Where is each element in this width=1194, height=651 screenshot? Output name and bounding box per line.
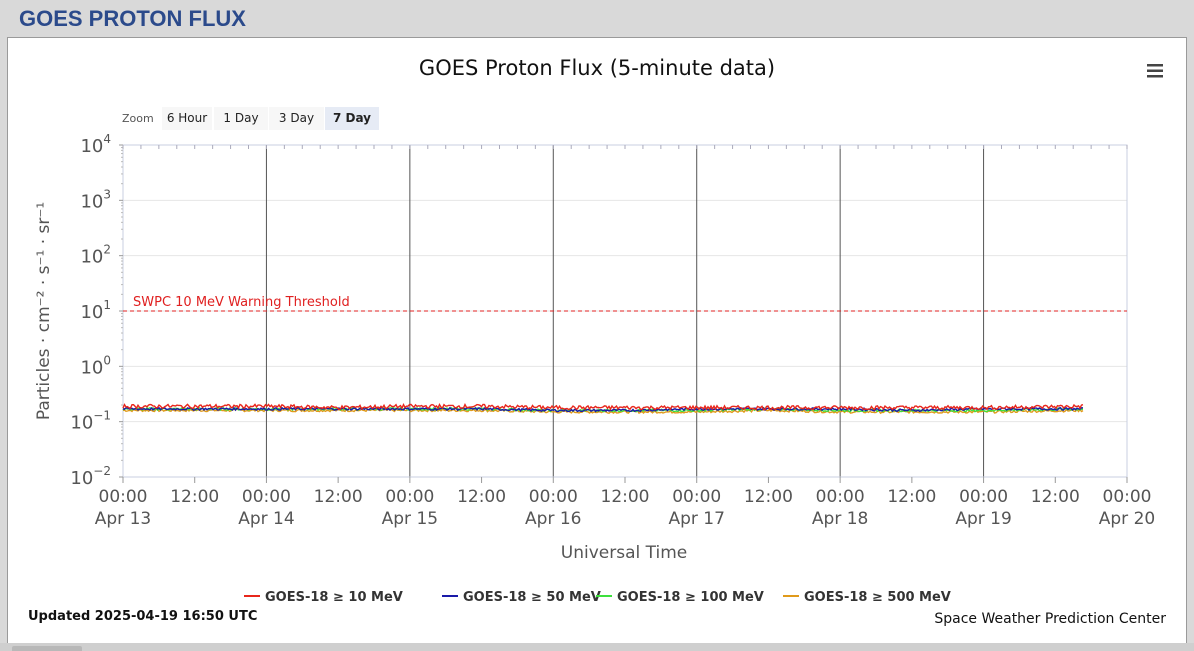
legend-label: GOES-18 ≥ 10 MeV xyxy=(265,590,403,605)
x-tick-time-label: 00:00 xyxy=(385,487,434,507)
credit-text: Space Weather Prediction Center xyxy=(934,611,1166,627)
x-tick-time-label: 12:00 xyxy=(457,487,506,507)
zoom-button-6-hour[interactable]: 6 Hour xyxy=(162,107,212,130)
page-header: GOES PROTON FLUX xyxy=(0,0,1194,36)
y-axis: 104 103 102 101 100 10−1 10−2 xyxy=(70,132,123,489)
x-tick-date-label: Apr 14 xyxy=(238,509,294,529)
x-tick-time-label: 00:00 xyxy=(1103,487,1152,507)
legend-item[interactable]: GOES-18 ≥ 10 MeV xyxy=(244,590,403,605)
series-line-1 xyxy=(122,406,1083,413)
y-tick-label: 10−1 xyxy=(70,409,111,434)
updated-timestamp: Updated 2025-04-19 16:50 UTC xyxy=(28,609,257,624)
x-tick-time-label: 00:00 xyxy=(529,487,578,507)
y-tick-label: 100 xyxy=(80,353,111,378)
chart-title: GOES Proton Flux (5-minute data) xyxy=(419,56,775,80)
y-tick-label: 10−2 xyxy=(70,464,111,489)
x-tick-date-label: Apr 16 xyxy=(525,509,581,529)
x-tick-date-label: Apr 17 xyxy=(668,509,724,529)
y-tick-label: 101 xyxy=(80,298,111,323)
chart-panel: GOES Proton Flux (5-minute data) Zoom 6 … xyxy=(7,37,1187,644)
page-scrollbar-track xyxy=(0,643,1194,651)
legend-label: GOES-18 ≥ 500 MeV xyxy=(804,590,951,605)
svg-text:6 Hour: 6 Hour xyxy=(167,111,207,125)
legend-label: GOES-18 ≥ 100 MeV xyxy=(617,590,764,605)
threshold-line: SWPC 10 MeV Warning Threshold xyxy=(123,295,1127,312)
y-tick-label: 104 xyxy=(80,132,111,157)
zoom-buttons: 6 Hour 1 Day 3 Day 7 Day xyxy=(162,107,379,130)
zoom-button-1-day[interactable]: 1 Day xyxy=(214,107,268,130)
y-tick-label: 102 xyxy=(80,243,111,268)
x-tick-time-label: 12:00 xyxy=(601,487,650,507)
hamburger-menu-icon[interactable] xyxy=(1147,64,1163,78)
x-axis-title: Universal Time xyxy=(561,543,687,563)
legend-label: GOES-18 ≥ 50 MeV xyxy=(463,590,601,605)
svg-text:7 Day: 7 Day xyxy=(333,111,371,125)
proton-flux-chart: GOES Proton Flux (5-minute data) Zoom 6 … xyxy=(28,56,1166,627)
x-tick-time-label: 12:00 xyxy=(170,487,219,507)
legend-item[interactable]: GOES-18 ≥ 500 MeV xyxy=(783,590,951,605)
x-tick-time-label: 12:00 xyxy=(1031,487,1080,507)
series-line-0 xyxy=(122,402,1084,411)
threshold-label: SWPC 10 MeV Warning Threshold xyxy=(133,295,350,310)
x-tick-time-label: 12:00 xyxy=(744,487,793,507)
x-tick-time-label: 00:00 xyxy=(672,487,721,507)
zoom-label: Zoom xyxy=(122,112,154,125)
x-tick-date-label: Apr 20 xyxy=(1099,509,1155,529)
x-tick-time-label: 12:00 xyxy=(314,487,363,507)
x-tick-time-label: 00:00 xyxy=(99,487,148,507)
x-tick-date-label: Apr 15 xyxy=(382,509,438,529)
page-scrollbar-thumb[interactable] xyxy=(12,646,82,651)
x-tick-date-label: Apr 18 xyxy=(812,509,868,529)
x-tick-time-label: 00:00 xyxy=(242,487,291,507)
svg-text:1 Day: 1 Day xyxy=(223,111,258,125)
series-lines xyxy=(122,402,1084,415)
legend: GOES-18 ≥ 10 MeV GOES-18 ≥ 50 MeV GOES-18 … xyxy=(244,590,951,605)
zoom-button-7-day[interactable]: 7 Day xyxy=(325,107,379,130)
x-tick-time-label: 12:00 xyxy=(887,487,936,507)
legend-item[interactable]: GOES-18 ≥ 100 MeV xyxy=(596,590,764,605)
y-tick-label: 103 xyxy=(80,187,111,212)
x-tick-time-label: 00:00 xyxy=(816,487,865,507)
legend-item[interactable]: GOES-18 ≥ 50 MeV xyxy=(442,590,601,605)
y-axis-title: Particles · cm⁻² · s⁻¹ · sr⁻¹ xyxy=(34,202,54,420)
page-title: GOES PROTON FLUX xyxy=(19,6,246,31)
x-tick-time-label: 00:00 xyxy=(959,487,1008,507)
x-tick-date-label: Apr 19 xyxy=(955,509,1011,529)
zoom-button-3-day[interactable]: 3 Day xyxy=(269,107,324,130)
x-tick-date-label: Apr 13 xyxy=(95,509,151,529)
svg-text:3 Day: 3 Day xyxy=(279,111,314,125)
